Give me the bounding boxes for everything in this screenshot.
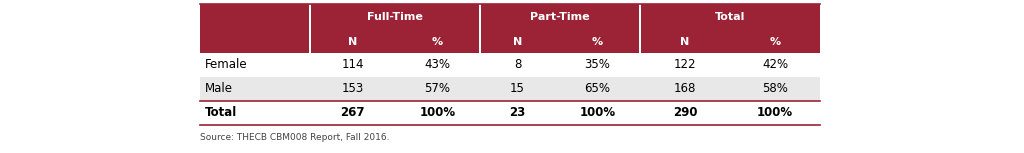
Text: 65%: 65%	[585, 82, 610, 95]
Bar	[479, 31, 480, 53]
Bar	[395, 31, 480, 53]
Text: Source: THECB CBM008 Report, Fall 2016.: Source: THECB CBM008 Report, Fall 2016.	[200, 133, 389, 142]
Text: 290: 290	[673, 106, 697, 119]
Bar	[200, 101, 820, 125]
Text: %: %	[432, 37, 443, 47]
Text: 100%: 100%	[580, 106, 615, 119]
Bar	[480, 4, 640, 31]
Text: N: N	[513, 37, 522, 47]
Text: 15: 15	[510, 82, 525, 95]
Bar	[310, 4, 480, 31]
Text: 43%: 43%	[425, 58, 451, 71]
Bar	[640, 4, 820, 31]
Bar	[200, 4, 310, 31]
Text: Male: Male	[205, 82, 233, 95]
Text: 267: 267	[340, 106, 365, 119]
Bar	[200, 77, 820, 101]
Text: 114: 114	[341, 58, 364, 71]
Bar	[730, 31, 820, 53]
Text: Full-Time: Full-Time	[367, 13, 423, 22]
Text: N: N	[680, 37, 689, 47]
Text: 58%: 58%	[762, 82, 787, 95]
Text: Total: Total	[205, 106, 238, 119]
Text: 153: 153	[341, 82, 364, 95]
Text: 35%: 35%	[585, 58, 610, 71]
Text: Part-Time: Part-Time	[530, 13, 590, 22]
Text: 168: 168	[674, 82, 696, 95]
Bar	[309, 31, 310, 53]
Bar	[639, 4, 641, 31]
Text: N: N	[348, 37, 357, 47]
Text: 8: 8	[514, 58, 521, 71]
Bar	[555, 31, 640, 53]
Bar	[200, 31, 310, 53]
Bar	[309, 4, 310, 31]
Text: Female: Female	[205, 58, 248, 71]
Bar	[200, 53, 820, 77]
Text: 23: 23	[509, 106, 525, 119]
Text: 100%: 100%	[757, 106, 793, 119]
Bar	[480, 31, 555, 53]
Text: Total: Total	[715, 13, 745, 22]
Text: %: %	[592, 37, 603, 47]
Bar	[639, 31, 641, 53]
Text: 57%: 57%	[425, 82, 451, 95]
Text: 42%: 42%	[762, 58, 788, 71]
Text: 122: 122	[674, 58, 696, 71]
Bar	[479, 4, 480, 31]
Bar	[310, 31, 395, 53]
Text: 100%: 100%	[420, 106, 456, 119]
Bar	[640, 31, 730, 53]
Text: %: %	[769, 37, 780, 47]
